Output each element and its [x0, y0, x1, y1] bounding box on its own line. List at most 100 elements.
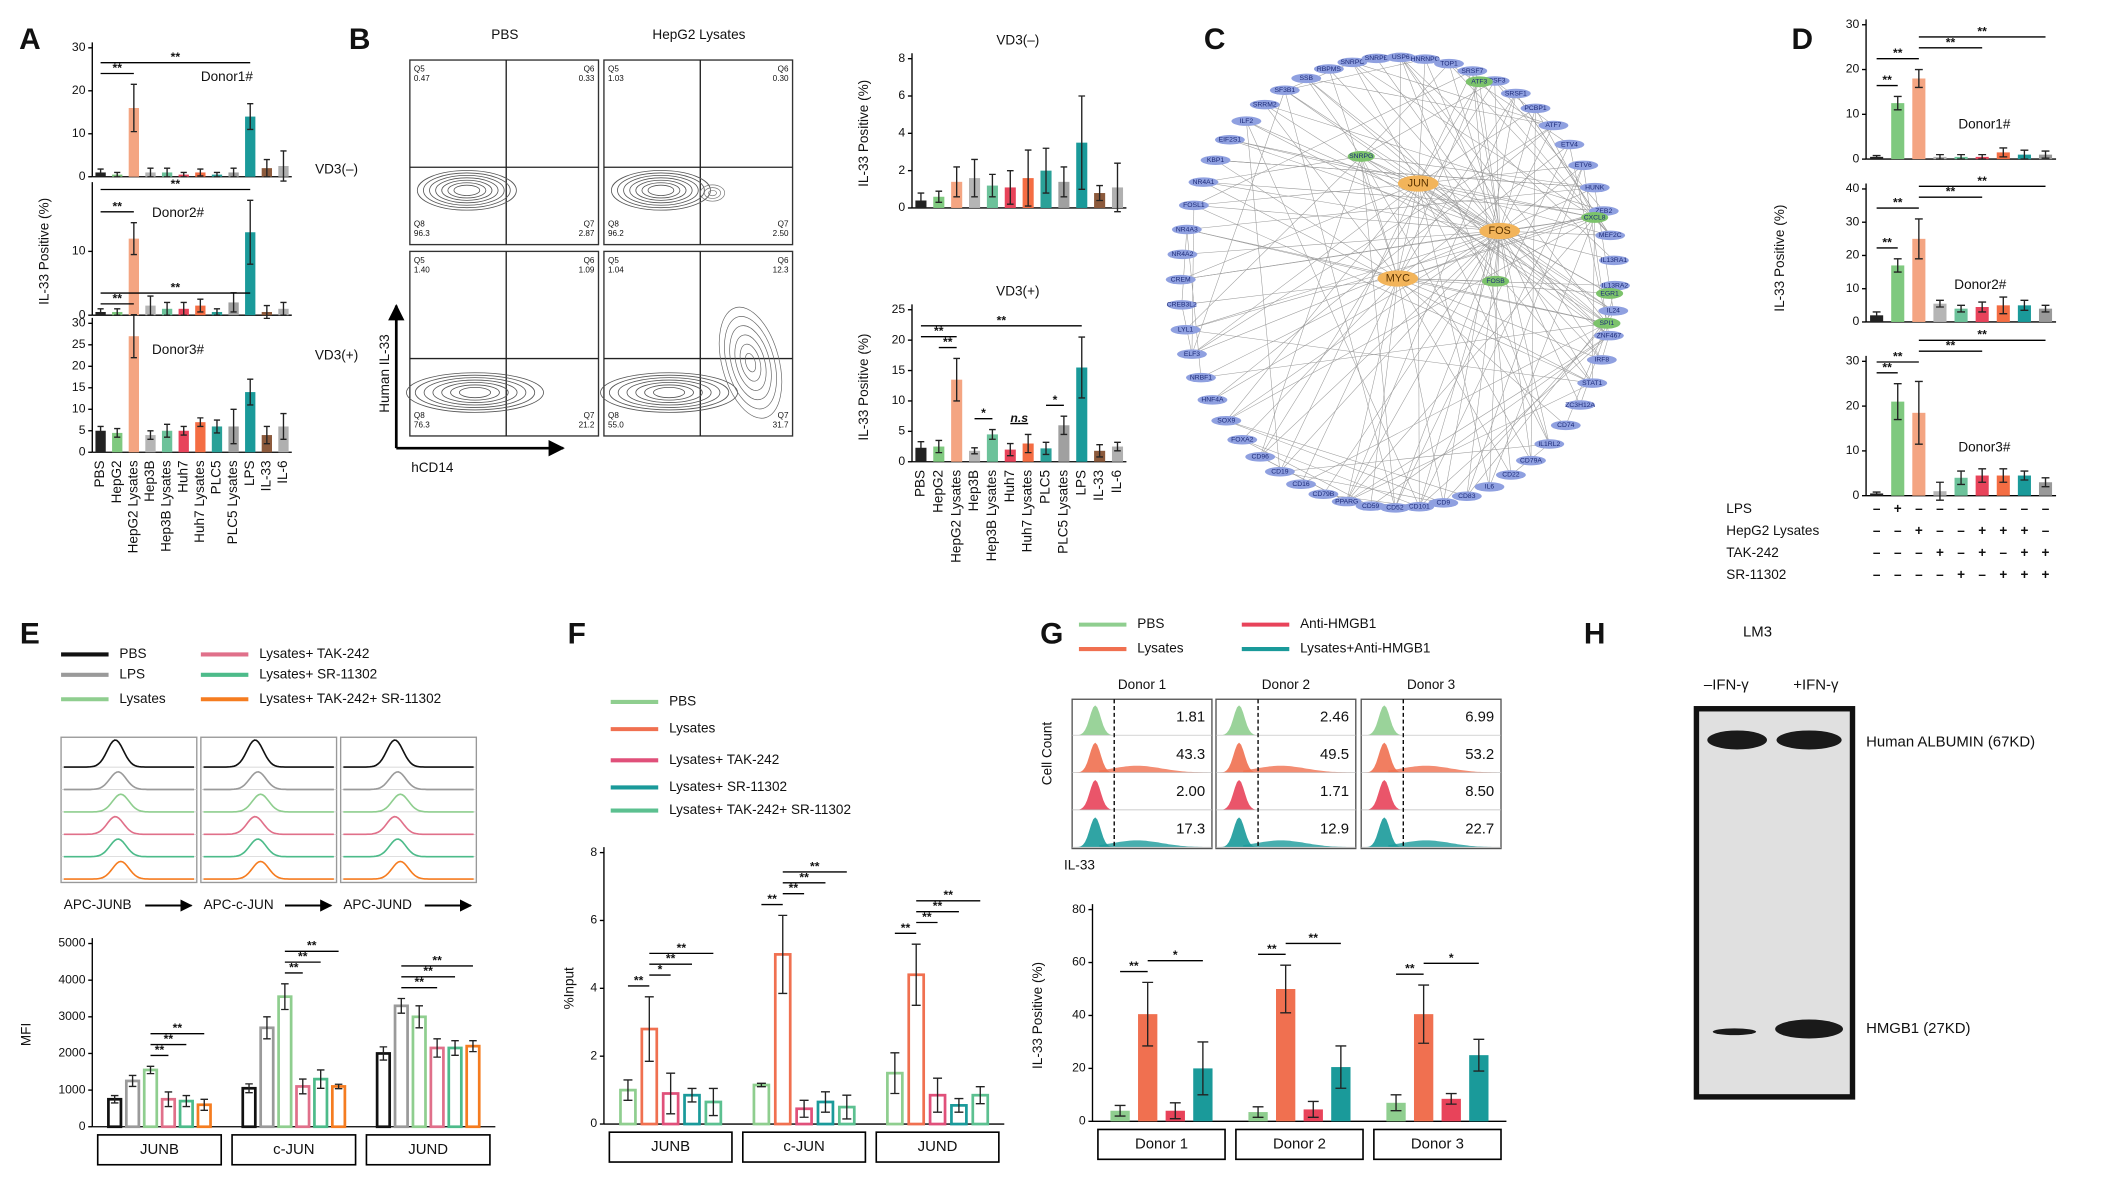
row-label: VD3(–) [315, 162, 358, 177]
quadrant-name: Q5 [608, 65, 619, 74]
y-axis-label: MFI [19, 1023, 34, 1046]
y-tick-label: 30 [1846, 17, 1860, 31]
network-edge [1191, 125, 1554, 355]
y-tick-label: 6 [590, 913, 597, 927]
error-bar [799, 1099, 809, 1118]
significance-label: ** [789, 881, 799, 895]
gate-value: 2.46 [1320, 709, 1349, 726]
network-edge [1226, 217, 1595, 421]
error-bar [1893, 95, 1902, 111]
node-label: SNRPC [1341, 59, 1365, 66]
network-node [1474, 482, 1505, 492]
y-tick-label: 10 [1846, 281, 1860, 295]
network-edge [1185, 329, 1593, 384]
error-bar [130, 222, 137, 256]
condition-mark: + [1894, 501, 1902, 516]
network-edge [1203, 156, 1362, 183]
error-bar [933, 1077, 943, 1113]
y-tick-label: 20 [1846, 248, 1860, 262]
network-node [1599, 255, 1629, 266]
error-bar [1445, 1092, 1457, 1105]
node-label: HUNK [1585, 184, 1605, 191]
node-label: USP6 [1392, 54, 1410, 61]
error-bar [146, 1065, 155, 1075]
legend-label: LPS [119, 666, 145, 681]
network-edge [1499, 230, 1615, 261]
y-axis-label: Human IL-33 [377, 334, 392, 412]
condition-mark: – [1873, 567, 1881, 582]
significance-label: ** [810, 859, 820, 873]
significance-label: ** [1977, 328, 1987, 342]
network-edge [1394, 144, 1570, 508]
error-bar [230, 167, 237, 178]
node-label: SRSF7 [1461, 68, 1483, 75]
bar [393, 1004, 409, 1129]
x-tick-label: Huh7 Lysates [192, 460, 207, 543]
quadrant-value: 1.09 [579, 266, 595, 275]
panel-letter: H [1584, 617, 1606, 650]
legend-label: Lysates [119, 691, 165, 706]
network-node [1165, 274, 1196, 285]
error-bar [623, 1079, 633, 1101]
legend-label: Lysates [1137, 641, 1183, 656]
category-box [1097, 1128, 1226, 1161]
category-box [741, 1131, 867, 1163]
network-node [1286, 479, 1316, 490]
node-label: SRSF1 [1505, 90, 1527, 97]
quadrant-value: 2.87 [579, 229, 595, 238]
error-bar [1307, 1100, 1319, 1119]
condition-name: HepG2 Lysates [1726, 523, 1819, 538]
node-label: CD101 [1409, 504, 1430, 511]
significance-label: ** [1893, 46, 1903, 60]
condition-name: LPS [1726, 501, 1752, 516]
error-bar [1169, 1102, 1181, 1120]
node-label: ETV4 [1561, 141, 1578, 148]
bar [112, 432, 123, 453]
node-label: PPARG [1335, 498, 1358, 505]
quadrant-name: Q6 [778, 256, 789, 265]
network-edge [1180, 230, 1500, 280]
node-label: ZNF467 [1597, 332, 1622, 339]
network-edge [1499, 108, 1536, 232]
y-tick-label: 20 [1846, 398, 1860, 412]
significance-label: ** [298, 950, 308, 964]
error-bar [1060, 166, 1068, 198]
network-edge [1499, 230, 1614, 312]
quadrant-value: 1.04 [608, 266, 624, 275]
network-edge [1246, 120, 1500, 232]
network-edge [1279, 443, 1550, 473]
y-axis-label: IL-33 Positive (%) [1030, 962, 1045, 1069]
quadrant-value: 1.40 [414, 266, 430, 275]
gate-value: 43.3 [1176, 746, 1205, 763]
error-bar [1335, 1045, 1347, 1089]
bar [178, 430, 189, 453]
bar [330, 1085, 347, 1129]
bar [1076, 367, 1088, 462]
condition-mark: + [1978, 523, 1986, 538]
network-edge [1193, 70, 1473, 206]
condition-name: SR-11302 [1726, 567, 1786, 582]
error-bar [1280, 964, 1292, 1014]
node-label: ZEB2 [1595, 208, 1612, 215]
significance-label: ** [432, 953, 442, 967]
network-edge [1284, 58, 1426, 91]
network-edge [1185, 230, 1500, 331]
significance-label: ** [1946, 35, 1956, 49]
bar [411, 1015, 427, 1129]
x-tick-label: Donor 2 [1273, 1135, 1326, 1152]
node-label: CD96 [1252, 454, 1270, 461]
x-tick-label: Hep3B [966, 470, 981, 511]
histogram-peak [1218, 817, 1280, 848]
error-bar [1957, 304, 1965, 313]
significance-label: ** [677, 941, 687, 955]
network-node [1568, 160, 1599, 171]
network-edge [1400, 57, 1608, 324]
x-tick-label: LPS [242, 460, 257, 486]
y-tick-label: 0 [1852, 151, 1859, 165]
network-edge [1418, 108, 1536, 184]
network-edge [1346, 183, 1419, 502]
x-tick-label: PLC5 [1038, 470, 1053, 504]
node-label: FOSL1 [1183, 202, 1205, 209]
contour [423, 172, 511, 209]
error-bar [197, 298, 204, 313]
